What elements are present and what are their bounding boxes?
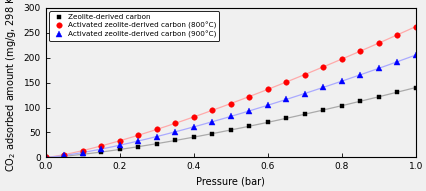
Activated zeolite-derived carbon (800°C) — [62, 153, 67, 156]
Activated zeolite-derived carbon (900°C) — [154, 135, 159, 138]
Activated zeolite-derived carbon (800°C) — [154, 128, 159, 131]
Activated zeolite-derived carbon (900°C) — [338, 80, 343, 82]
Activated zeolite-derived carbon (900°C) — [43, 156, 48, 159]
Activated zeolite-derived carbon (800°C) — [172, 122, 177, 125]
Activated zeolite-derived carbon (900°C) — [246, 110, 251, 112]
Zeolite-derived carbon — [375, 96, 380, 98]
Activated zeolite-derived carbon (800°C) — [98, 145, 104, 147]
Activated zeolite-derived carbon (900°C) — [320, 86, 325, 89]
Zeolite-derived carbon — [302, 113, 307, 115]
Zeolite-derived carbon — [80, 153, 85, 155]
Zeolite-derived carbon — [117, 148, 122, 151]
Zeolite-derived carbon — [154, 142, 159, 145]
Activated zeolite-derived carbon (900°C) — [117, 144, 122, 146]
Activated zeolite-derived carbon (800°C) — [375, 42, 380, 44]
Activated zeolite-derived carbon (900°C) — [135, 140, 141, 142]
Activated zeolite-derived carbon (800°C) — [338, 58, 343, 60]
Zeolite-derived carbon — [283, 117, 288, 120]
Activated zeolite-derived carbon (800°C) — [357, 50, 362, 52]
Zeolite-derived carbon — [320, 109, 325, 111]
Activated zeolite-derived carbon (800°C) — [117, 140, 122, 142]
Activated zeolite-derived carbon (900°C) — [412, 54, 417, 56]
Activated zeolite-derived carbon (800°C) — [209, 109, 214, 112]
Zeolite-derived carbon — [209, 133, 214, 135]
Activated zeolite-derived carbon (900°C) — [227, 115, 233, 118]
Zeolite-derived carbon — [394, 91, 399, 93]
Activated zeolite-derived carbon (800°C) — [80, 149, 85, 152]
Activated zeolite-derived carbon (900°C) — [394, 61, 399, 63]
Line: Zeolite-derived carbon: Zeolite-derived carbon — [43, 85, 417, 160]
Zeolite-derived carbon — [62, 155, 67, 157]
Activated zeolite-derived carbon (800°C) — [302, 73, 307, 76]
Zeolite-derived carbon — [357, 100, 362, 102]
Zeolite-derived carbon — [191, 136, 196, 138]
Zeolite-derived carbon — [43, 156, 48, 159]
Activated zeolite-derived carbon (800°C) — [412, 25, 417, 28]
X-axis label: Pressure (bar): Pressure (bar) — [196, 177, 265, 187]
Line: Activated zeolite-derived carbon (800°C): Activated zeolite-derived carbon (800°C) — [43, 24, 417, 160]
Activated zeolite-derived carbon (800°C) — [283, 81, 288, 83]
Activated zeolite-derived carbon (900°C) — [191, 126, 196, 128]
Activated zeolite-derived carbon (900°C) — [172, 131, 177, 133]
Activated zeolite-derived carbon (900°C) — [357, 74, 362, 76]
Activated zeolite-derived carbon (800°C) — [227, 102, 233, 105]
Legend: Zeolite-derived carbon, Activated zeolite-derived carbon (800°C), Activated zeol: Zeolite-derived carbon, Activated zeolit… — [49, 11, 219, 41]
Activated zeolite-derived carbon (900°C) — [375, 67, 380, 70]
Zeolite-derived carbon — [246, 125, 251, 127]
Zeolite-derived carbon — [227, 129, 233, 131]
Activated zeolite-derived carbon (800°C) — [191, 116, 196, 118]
Activated zeolite-derived carbon (900°C) — [62, 154, 67, 157]
Y-axis label: CO$_2$ adsorbed amount (mg/g, 298 K): CO$_2$ adsorbed amount (mg/g, 298 K) — [4, 0, 18, 172]
Activated zeolite-derived carbon (900°C) — [283, 98, 288, 101]
Zeolite-derived carbon — [98, 151, 104, 153]
Activated zeolite-derived carbon (900°C) — [265, 104, 270, 106]
Activated zeolite-derived carbon (900°C) — [209, 121, 214, 123]
Zeolite-derived carbon — [172, 139, 177, 142]
Zeolite-derived carbon — [265, 121, 270, 124]
Activated zeolite-derived carbon (800°C) — [320, 66, 325, 68]
Line: Activated zeolite-derived carbon (900°C): Activated zeolite-derived carbon (900°C) — [43, 52, 417, 160]
Zeolite-derived carbon — [338, 104, 343, 107]
Activated zeolite-derived carbon (800°C) — [43, 156, 48, 159]
Activated zeolite-derived carbon (800°C) — [246, 96, 251, 98]
Activated zeolite-derived carbon (900°C) — [80, 151, 85, 154]
Activated zeolite-derived carbon (800°C) — [135, 134, 141, 136]
Zeolite-derived carbon — [135, 146, 141, 148]
Activated zeolite-derived carbon (900°C) — [302, 92, 307, 95]
Zeolite-derived carbon — [412, 86, 417, 89]
Activated zeolite-derived carbon (900°C) — [98, 148, 104, 150]
Activated zeolite-derived carbon (800°C) — [265, 88, 270, 91]
Activated zeolite-derived carbon (800°C) — [394, 34, 399, 36]
